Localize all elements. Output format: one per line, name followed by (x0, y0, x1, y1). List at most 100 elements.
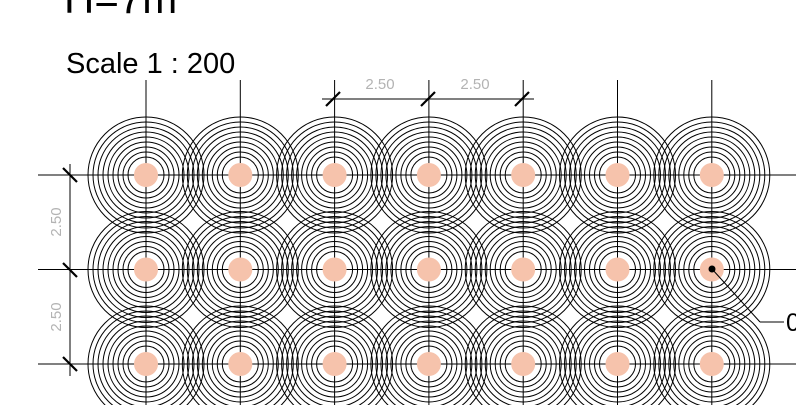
concentric-ring (499, 151, 547, 199)
concentric-ring (216, 340, 264, 388)
concentric-ring (589, 146, 646, 204)
concentric-ring (658, 310, 766, 405)
dimension-tick-left-1 (62, 167, 78, 183)
dimension-label-left-1: 2.50 (48, 207, 65, 236)
concentric-ring (276, 116, 394, 234)
drawing-scale: Scale 1 : 200 (66, 48, 236, 80)
concentric-ring (311, 340, 359, 388)
concentric-ring (559, 305, 676, 405)
concentric-ring (375, 121, 483, 229)
circle-group (181, 305, 299, 405)
dimension-tick-top-2 (420, 91, 436, 107)
concentric-ring (569, 221, 666, 318)
concentric-ring (479, 320, 567, 405)
concentric-ring (385, 131, 473, 219)
concentric-ring (311, 246, 359, 293)
concentric-ring (196, 131, 284, 219)
concentric-ring (97, 126, 195, 224)
concentric-ring (186, 310, 294, 405)
concentric-ring (400, 241, 458, 298)
concentric-ring (97, 315, 195, 405)
concentric-ring (380, 221, 478, 318)
concentric-ring (683, 335, 741, 393)
concentric-ring (107, 136, 185, 214)
circle-group (370, 211, 488, 328)
circle-group (87, 305, 205, 405)
dimension-lines: 2.50 2.50 2.50 2.50 (48, 76, 534, 376)
concentric-ring (306, 241, 364, 298)
concentric-ring (673, 325, 751, 403)
concentric-ring (489, 330, 557, 398)
concentric-ring (678, 236, 746, 303)
concentric-ring (112, 236, 180, 303)
dimension-label-top-2: 2.50 (460, 76, 489, 93)
concentric-ring (474, 221, 572, 318)
concentric-ring (683, 241, 741, 298)
concentric-ring (186, 121, 294, 229)
concentric-ring (395, 330, 463, 398)
concentric-ring (564, 121, 671, 229)
concentric-ring (489, 141, 557, 209)
concentric-ring (683, 146, 741, 204)
concentric-ring (569, 315, 666, 405)
concentric-ring (653, 116, 771, 234)
concentric-ring (291, 320, 379, 405)
grid-point (228, 163, 253, 187)
concentric-ring (589, 241, 646, 298)
concentric-ring (117, 335, 175, 393)
concentric-ring (87, 211, 205, 328)
concentric-ring (87, 116, 205, 234)
concentric-ring (673, 136, 751, 214)
concentric-ring (594, 246, 641, 293)
circle-group (653, 211, 771, 328)
concentric-ring (127, 251, 165, 288)
drawing-title: H=7m (64, 0, 177, 20)
concentric-ring (400, 146, 458, 204)
concentric-ring (92, 121, 200, 229)
grid-point (605, 257, 630, 282)
concentric-ring (92, 216, 200, 323)
concentric-ring (584, 330, 651, 398)
concentric-ring (370, 211, 488, 328)
concentric-ring (579, 231, 656, 308)
concentric-ring (375, 310, 483, 405)
concentric-ring (276, 211, 394, 328)
concentric-ring (494, 146, 552, 204)
circle-group (181, 211, 299, 328)
concentric-ring (479, 226, 567, 313)
grid-point (511, 163, 536, 187)
concentric-ring (405, 246, 453, 293)
circle-group (559, 305, 676, 405)
concentric-ring (296, 231, 374, 308)
grid-point (134, 257, 158, 282)
concentric-ring (301, 141, 369, 209)
concentric-ring (584, 141, 651, 209)
concentric-ring (559, 116, 676, 234)
concentric-ring (668, 320, 756, 405)
grid-point (511, 352, 536, 376)
concentric-ring (390, 325, 468, 403)
concentric-ring (221, 156, 259, 194)
concentric-ring (464, 116, 582, 234)
grid-point (699, 163, 724, 187)
concentric-ring (122, 246, 170, 293)
concentric-ring (693, 345, 731, 383)
concentric-ring (484, 325, 562, 403)
concentric-ring (390, 231, 468, 308)
concentric-ring (286, 126, 384, 224)
concentric-ring (494, 335, 552, 393)
concentric-ring (673, 231, 751, 308)
concentric-ring (196, 320, 284, 405)
grid-point (511, 257, 536, 282)
concentric-ring (211, 146, 269, 204)
circle-group (87, 211, 205, 328)
concentric-ring (668, 226, 756, 313)
circle-group (370, 116, 488, 234)
circle-group (276, 116, 394, 234)
concentric-ring (469, 310, 577, 405)
concentric-ring (97, 221, 195, 318)
concentric-ring (410, 345, 448, 383)
concentric-ring (221, 345, 259, 383)
grid-point (322, 257, 347, 282)
